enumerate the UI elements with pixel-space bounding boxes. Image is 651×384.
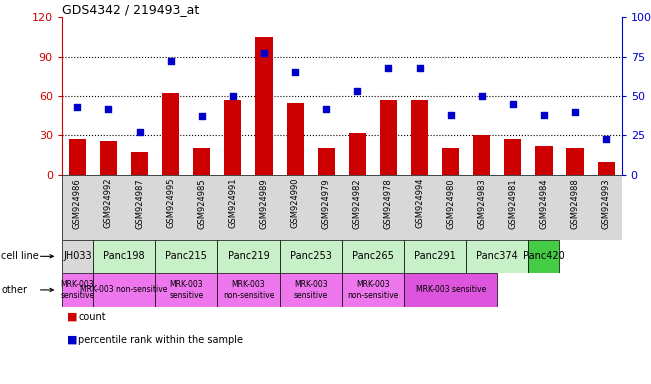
FancyBboxPatch shape (62, 273, 93, 307)
Point (134, 129, 145, 135)
Text: GSM924984: GSM924984 (540, 178, 548, 228)
Text: MRK-003
non-sensitive: MRK-003 non-sensitive (223, 280, 274, 300)
Bar (131, 152, 148, 175)
Point (445, 112, 456, 118)
Text: GSM924985: GSM924985 (197, 178, 206, 228)
Text: Panc198: Panc198 (104, 251, 145, 262)
Text: MRK-003
non-sensitive: MRK-003 non-sensitive (347, 280, 398, 300)
Text: ■: ■ (67, 312, 77, 322)
Point (228, 93, 238, 99)
FancyBboxPatch shape (404, 240, 466, 273)
Point (321, 106, 331, 112)
FancyBboxPatch shape (155, 273, 217, 307)
Bar (349, 133, 366, 175)
Point (570, 109, 580, 115)
Text: count: count (78, 312, 105, 322)
Text: GSM924981: GSM924981 (508, 178, 518, 228)
Text: MRK-003 sensitive: MRK-003 sensitive (415, 285, 486, 295)
Text: MRK-003
sensitive: MRK-003 sensitive (61, 280, 94, 300)
Text: GSM924986: GSM924986 (73, 178, 82, 229)
Text: cell line: cell line (1, 251, 39, 262)
Text: Panc374: Panc374 (477, 251, 518, 262)
Bar (318, 149, 335, 175)
Bar (505, 139, 521, 175)
Text: GSM924993: GSM924993 (602, 178, 611, 228)
Point (197, 113, 207, 119)
Point (601, 136, 611, 142)
FancyBboxPatch shape (342, 240, 404, 273)
Point (508, 101, 518, 107)
Text: JH033: JH033 (63, 251, 92, 262)
Text: GSM924995: GSM924995 (166, 178, 175, 228)
Text: GSM924979: GSM924979 (322, 178, 331, 228)
Point (259, 50, 270, 56)
Text: GSM924994: GSM924994 (415, 178, 424, 228)
Bar (411, 100, 428, 175)
Point (477, 93, 487, 99)
FancyBboxPatch shape (217, 240, 279, 273)
Text: GSM924991: GSM924991 (229, 178, 238, 228)
FancyBboxPatch shape (529, 240, 559, 273)
FancyBboxPatch shape (62, 240, 93, 273)
Text: Panc420: Panc420 (523, 251, 565, 262)
Point (414, 65, 424, 71)
Text: other: other (1, 285, 27, 295)
Bar (535, 146, 553, 175)
FancyBboxPatch shape (155, 240, 217, 273)
FancyBboxPatch shape (466, 240, 529, 273)
Point (165, 58, 176, 65)
Text: GDS4342 / 219493_at: GDS4342 / 219493_at (62, 3, 199, 16)
FancyBboxPatch shape (279, 240, 342, 273)
Text: Panc215: Panc215 (165, 251, 207, 262)
Bar (442, 149, 459, 175)
Text: GSM924980: GSM924980 (446, 178, 455, 228)
Bar (162, 93, 179, 175)
Text: percentile rank within the sample: percentile rank within the sample (78, 335, 243, 345)
Bar (473, 136, 490, 175)
Point (383, 65, 394, 71)
Text: Panc219: Panc219 (228, 251, 270, 262)
Text: GSM924982: GSM924982 (353, 178, 362, 228)
Text: GSM924988: GSM924988 (570, 178, 579, 229)
Bar (598, 162, 615, 175)
Bar (566, 149, 583, 175)
Text: Panc253: Panc253 (290, 251, 331, 262)
FancyBboxPatch shape (404, 273, 497, 307)
Text: ■: ■ (67, 335, 77, 345)
Point (290, 70, 300, 76)
Text: MRK-003
sensitive: MRK-003 sensitive (169, 280, 203, 300)
Point (72, 104, 83, 110)
Text: GSM924990: GSM924990 (290, 178, 299, 228)
Text: GSM924983: GSM924983 (477, 178, 486, 229)
Bar (100, 141, 117, 175)
Text: GSM924978: GSM924978 (384, 178, 393, 229)
FancyBboxPatch shape (217, 273, 279, 307)
Text: GSM924987: GSM924987 (135, 178, 144, 229)
Bar (286, 103, 303, 175)
Bar (193, 149, 210, 175)
FancyBboxPatch shape (342, 273, 404, 307)
Bar (225, 100, 242, 175)
FancyBboxPatch shape (93, 240, 155, 273)
Bar (69, 139, 86, 175)
Text: Panc291: Panc291 (414, 251, 456, 262)
Point (104, 106, 114, 112)
FancyBboxPatch shape (93, 273, 155, 307)
Text: GSM924992: GSM924992 (104, 178, 113, 228)
FancyBboxPatch shape (279, 273, 342, 307)
Bar (255, 37, 273, 175)
Point (539, 112, 549, 118)
Text: Panc265: Panc265 (352, 251, 394, 262)
Text: GSM924989: GSM924989 (260, 178, 268, 228)
Text: MRK-003 non-sensitive: MRK-003 non-sensitive (80, 285, 168, 295)
Point (352, 88, 363, 94)
Text: MRK-003
sensitive: MRK-003 sensitive (294, 280, 328, 300)
Bar (380, 100, 397, 175)
